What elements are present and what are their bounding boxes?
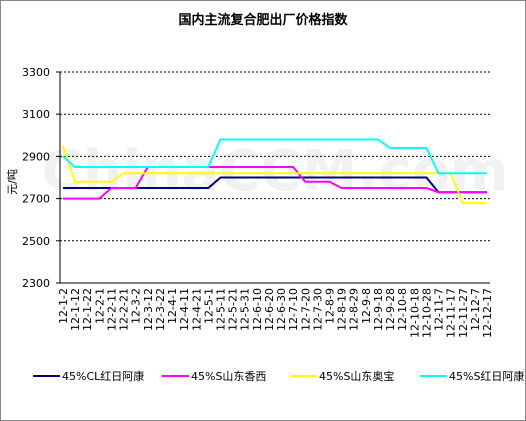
x-tick-label: 12-10-18: [408, 288, 421, 338]
y-tick-label: 2500: [22, 235, 50, 248]
x-tick-label: 12-8-9: [324, 288, 337, 324]
x-tick-label: 12-12-7: [469, 288, 482, 331]
legend-label: 45%CL红日阿康: [62, 369, 144, 383]
x-tick-label: 12-3-2: [130, 288, 143, 324]
chart-title: 国内主流复合肥出厂价格指数: [178, 12, 348, 28]
x-tick-label: 12-7-10: [287, 288, 300, 331]
x-tick-label: 12-7-20: [299, 288, 312, 331]
x-tick-label: 12-5-11: [214, 288, 227, 331]
x-tick-label: 12-3-12: [142, 288, 155, 331]
x-tick-label: 12-11-17: [445, 288, 458, 338]
x-tick-label: 12-6-20: [263, 288, 276, 331]
x-tick-label: 12-5-1: [202, 288, 215, 324]
series-line: [62, 138, 487, 175]
x-tick-label: 12-11-7: [433, 288, 446, 331]
y-tick-label: 3100: [22, 108, 50, 121]
x-tick-label: 12-4-21: [190, 288, 203, 331]
y-tick-label: 3300: [22, 66, 50, 79]
series-line: [62, 145, 487, 204]
x-tick-label: 12-5-31: [239, 288, 252, 331]
legend-label: 45%S山东奥宝: [319, 369, 394, 383]
legend-label: 45%S红日阿康: [449, 369, 524, 383]
legend-label: 45%S山东香西: [191, 370, 266, 383]
x-tick-label: 12-9-18: [372, 288, 385, 331]
x-tick-label: 12-8-19: [336, 288, 349, 331]
x-tick-label: 12-1-12: [69, 288, 82, 331]
x-tick-label: 12-2-1: [93, 288, 106, 324]
x-tick-label: 12-1-2: [57, 288, 70, 324]
y-axis-label: 元/吨: [6, 169, 19, 195]
x-tick-label: 12-2-21: [118, 288, 131, 331]
x-tick-label: 12-5-21: [227, 288, 240, 331]
y-tick-label: 2700: [22, 193, 50, 206]
watermark: ChinaCCM.com: [41, 139, 508, 204]
series-line: [63, 165, 487, 200]
x-tick-label: 12-6-10: [251, 288, 264, 331]
x-tick-label: 12-4-11: [178, 288, 191, 331]
x-tick-label: 12-8-29: [348, 288, 361, 331]
x-tick-label: 12-4-1: [166, 288, 179, 324]
x-tick-label: 12-7-30: [311, 288, 324, 331]
x-tick-label: 12-3-22: [154, 288, 167, 331]
x-tick-label: 12-12-17: [481, 288, 494, 338]
x-tick-label: 12-11-27: [457, 288, 470, 338]
x-tick-label: 12-9-28: [384, 288, 397, 331]
x-tick-label: 12-10-28: [420, 288, 433, 338]
x-tick-label: 12-10-8: [396, 288, 409, 331]
x-tick-label: 12-6-30: [275, 288, 288, 331]
x-tick-label: 12-9-8: [360, 288, 373, 324]
x-tick-label: 12-1-22: [81, 288, 94, 331]
y-tick-label: 2300: [22, 277, 50, 290]
y-tick-label: 2900: [22, 150, 50, 163]
x-tick-label: 12-2-11: [105, 288, 118, 331]
